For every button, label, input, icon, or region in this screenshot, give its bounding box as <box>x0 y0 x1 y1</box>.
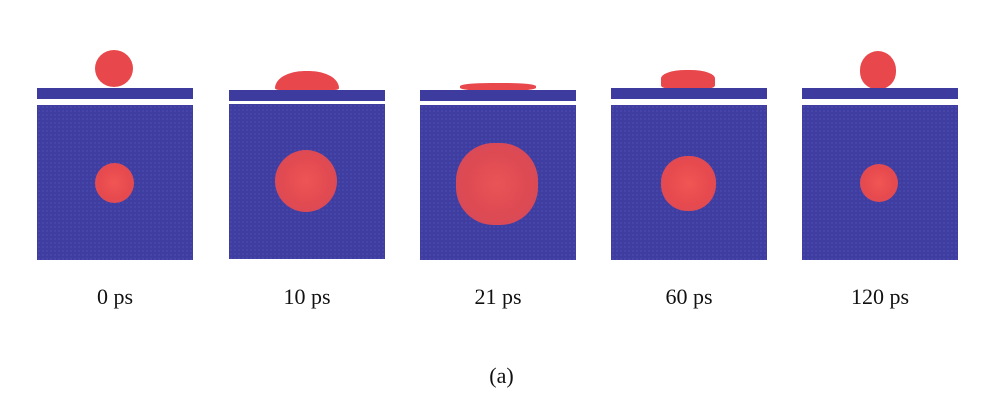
time-label: 0 ps <box>96 284 134 309</box>
substrate-top-view <box>229 104 385 259</box>
droplet-top-view <box>275 150 337 212</box>
droplet-side-view <box>661 70 715 89</box>
substrate-side-view <box>802 88 958 99</box>
droplet-top-view <box>860 164 898 202</box>
droplet-side-view <box>275 71 339 90</box>
frame-21ps: 21 ps <box>420 0 580 330</box>
substrate-top-view <box>420 105 576 260</box>
frame-10ps: 10 ps <box>229 0 389 330</box>
droplet-top-view <box>661 156 716 211</box>
substrate-side-view <box>37 88 193 99</box>
substrate-side-view <box>611 88 767 99</box>
frame-0ps: 0 ps <box>37 0 197 330</box>
frame-120ps: 120 ps <box>802 0 962 330</box>
substrate-side-view <box>229 90 385 101</box>
figure-caption: (a) <box>489 363 514 388</box>
time-label: 60 ps <box>665 284 713 309</box>
substrate-top-view <box>37 105 193 260</box>
substrate-top-view <box>611 105 767 260</box>
droplet-top-view <box>456 143 538 225</box>
frame-60ps: 60 ps <box>611 0 771 330</box>
substrate-top-view <box>802 105 958 260</box>
time-label: 10 ps <box>283 284 331 309</box>
substrate-side-view <box>420 90 576 101</box>
droplet-side-view <box>460 83 536 91</box>
time-label: 21 ps <box>474 284 522 309</box>
droplet-top-view <box>95 163 134 203</box>
droplet-side-view <box>95 50 133 87</box>
droplet-side-view <box>860 51 896 89</box>
time-label: 120 ps <box>850 284 910 309</box>
